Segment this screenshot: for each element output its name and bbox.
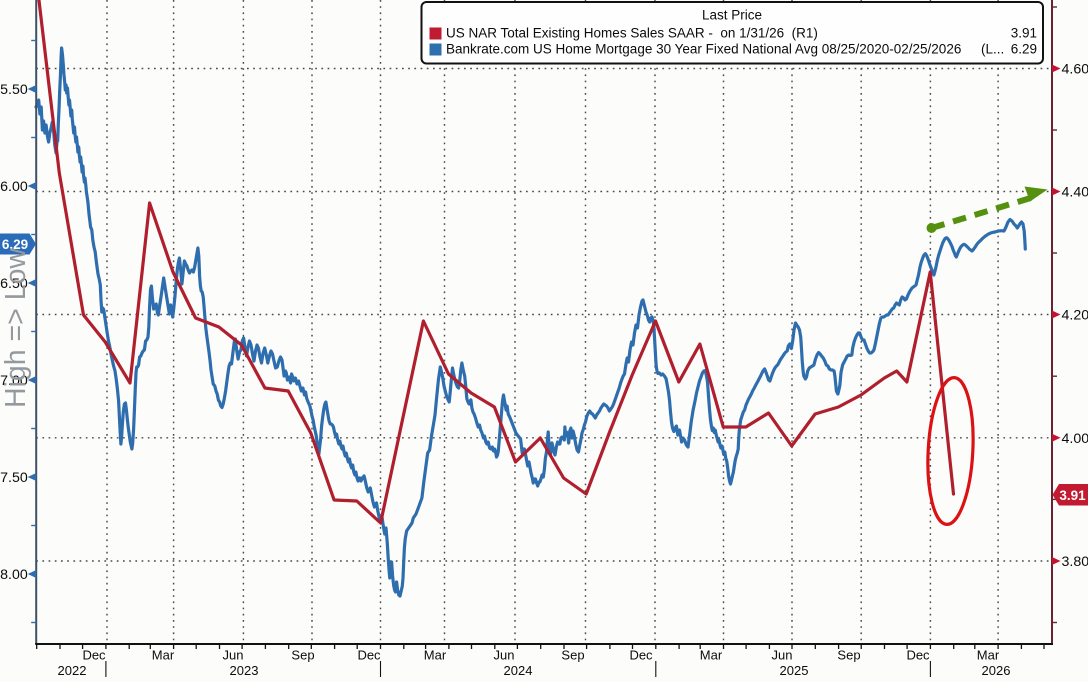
- svg-text:7.50: 7.50: [0, 470, 28, 486]
- svg-text:4.40: 4.40: [1062, 185, 1088, 201]
- svg-text:3.91: 3.91: [1011, 26, 1037, 41]
- svg-text:Dec: Dec: [357, 648, 381, 663]
- svg-text:Jun: Jun: [223, 648, 244, 663]
- svg-text:6.29: 6.29: [1011, 42, 1037, 57]
- svg-text:Mar: Mar: [700, 648, 723, 663]
- svg-text:Jun: Jun: [772, 648, 793, 663]
- svg-text:6.00: 6.00: [0, 179, 28, 195]
- svg-text:Last Price: Last Price: [702, 8, 762, 23]
- svg-text:Dec: Dec: [82, 648, 106, 663]
- svg-text:Dec: Dec: [629, 648, 653, 663]
- svg-text:8.00: 8.00: [0, 567, 28, 583]
- svg-text:Sep: Sep: [291, 648, 314, 663]
- svg-text:4.60: 4.60: [1062, 62, 1088, 78]
- svg-text:US NAR Total Existing Homes Sa: US NAR Total Existing Homes Sales SAAR -…: [446, 26, 818, 41]
- svg-text:(L...: (L...: [981, 42, 1004, 57]
- svg-text:Mar: Mar: [977, 648, 1000, 663]
- svg-text:Dec: Dec: [906, 648, 930, 663]
- svg-text:2025: 2025: [780, 663, 809, 677]
- svg-text:Sep: Sep: [561, 648, 584, 663]
- svg-text:Jun: Jun: [494, 648, 515, 663]
- svg-text:Bankrate.com US Home Mortgage: Bankrate.com US Home Mortgage 30 Year Fi…: [446, 42, 961, 57]
- svg-text:3.80: 3.80: [1062, 554, 1088, 570]
- svg-text:3.91: 3.91: [1059, 488, 1086, 503]
- svg-text:2023: 2023: [230, 663, 259, 677]
- svg-text:2024: 2024: [504, 663, 533, 677]
- svg-text:Mar: Mar: [152, 648, 175, 663]
- svg-text:4.00: 4.00: [1062, 431, 1088, 447]
- svg-text:Mar: Mar: [424, 648, 447, 663]
- svg-text:High => Low: High => Low: [0, 248, 32, 408]
- svg-text:2026: 2026: [982, 663, 1011, 677]
- svg-text:4.20: 4.20: [1062, 308, 1088, 324]
- svg-text:2022: 2022: [58, 663, 87, 677]
- svg-text:5.50: 5.50: [0, 82, 28, 98]
- svg-text:Sep: Sep: [837, 648, 860, 663]
